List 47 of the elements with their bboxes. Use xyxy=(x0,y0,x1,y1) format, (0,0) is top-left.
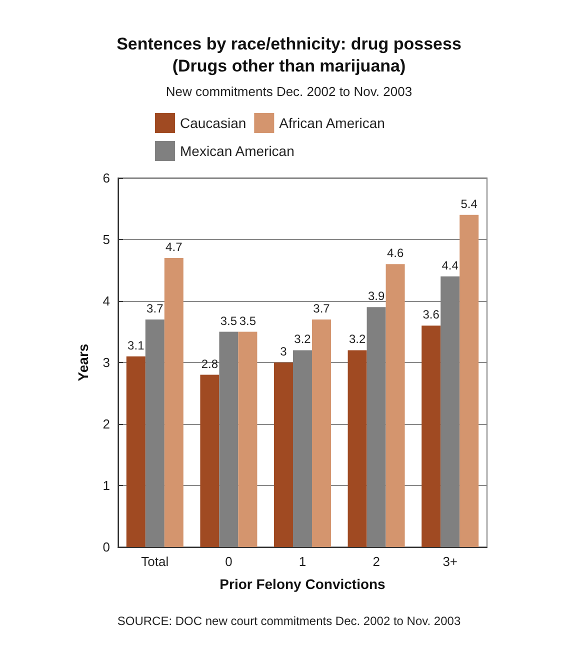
y-tick-label: 1 xyxy=(102,478,110,493)
y-tick-label: 5 xyxy=(102,232,110,247)
bar xyxy=(238,332,258,547)
bar xyxy=(200,374,220,547)
y-tick-label: 3 xyxy=(102,355,110,370)
y-tick-label: 2 xyxy=(102,416,110,432)
data-label: 3.1 xyxy=(128,338,145,352)
data-label: 3.5 xyxy=(239,314,256,328)
bar xyxy=(145,319,164,547)
y-tick-label: 0 xyxy=(102,540,110,554)
bar xyxy=(274,362,293,547)
x-axis-title: Prior Felony Convictions xyxy=(220,576,386,592)
bar xyxy=(164,258,184,547)
bar xyxy=(366,307,386,547)
bar xyxy=(312,319,331,547)
chart-title: Sentences by race/ethnicity: drug possess (Drugs other than marijuana) xyxy=(116,34,462,76)
data-label: 3.7 xyxy=(146,301,164,316)
bar xyxy=(460,214,479,547)
x-tick-label: 1 xyxy=(298,554,306,569)
data-label: 3.9 xyxy=(368,289,385,304)
legend-label: Mexican American xyxy=(180,143,294,159)
data-label: 3.2 xyxy=(348,332,366,346)
data-label: 2.8 xyxy=(201,356,218,371)
y-tick-label: 4 xyxy=(102,294,110,308)
x-tick-label: 2 xyxy=(372,554,380,569)
data-label: 3.7 xyxy=(313,301,330,316)
bar xyxy=(422,326,441,547)
bar xyxy=(386,264,405,547)
x-tick-label: 3+ xyxy=(442,554,458,569)
data-label: 4.7 xyxy=(166,240,183,254)
bar xyxy=(348,350,367,547)
y-tick-label: 6 xyxy=(102,170,110,186)
data-label: 3.5 xyxy=(220,314,238,328)
chart-subtitle: New commitments Dec. 2002 to Nov. 2003 xyxy=(166,84,412,99)
data-label: 5.4 xyxy=(460,196,478,211)
y-axis-title: Years xyxy=(75,344,91,382)
data-label: 3.2 xyxy=(294,332,312,346)
data-label: 4.4 xyxy=(442,258,459,272)
data-label: 3.6 xyxy=(422,308,440,322)
data-label: 4.6 xyxy=(386,246,404,260)
legend-label: Caucasian xyxy=(180,115,246,131)
x-tick-label: Total xyxy=(141,554,169,569)
data-label: 3 xyxy=(280,344,288,358)
legend-label: African American xyxy=(279,115,385,131)
bar xyxy=(126,356,146,547)
source-note: SOURCE: DOC new court commitments Dec. 2002 to Nov. 2003 xyxy=(117,614,461,628)
x-tick-label: 0 xyxy=(225,554,232,569)
